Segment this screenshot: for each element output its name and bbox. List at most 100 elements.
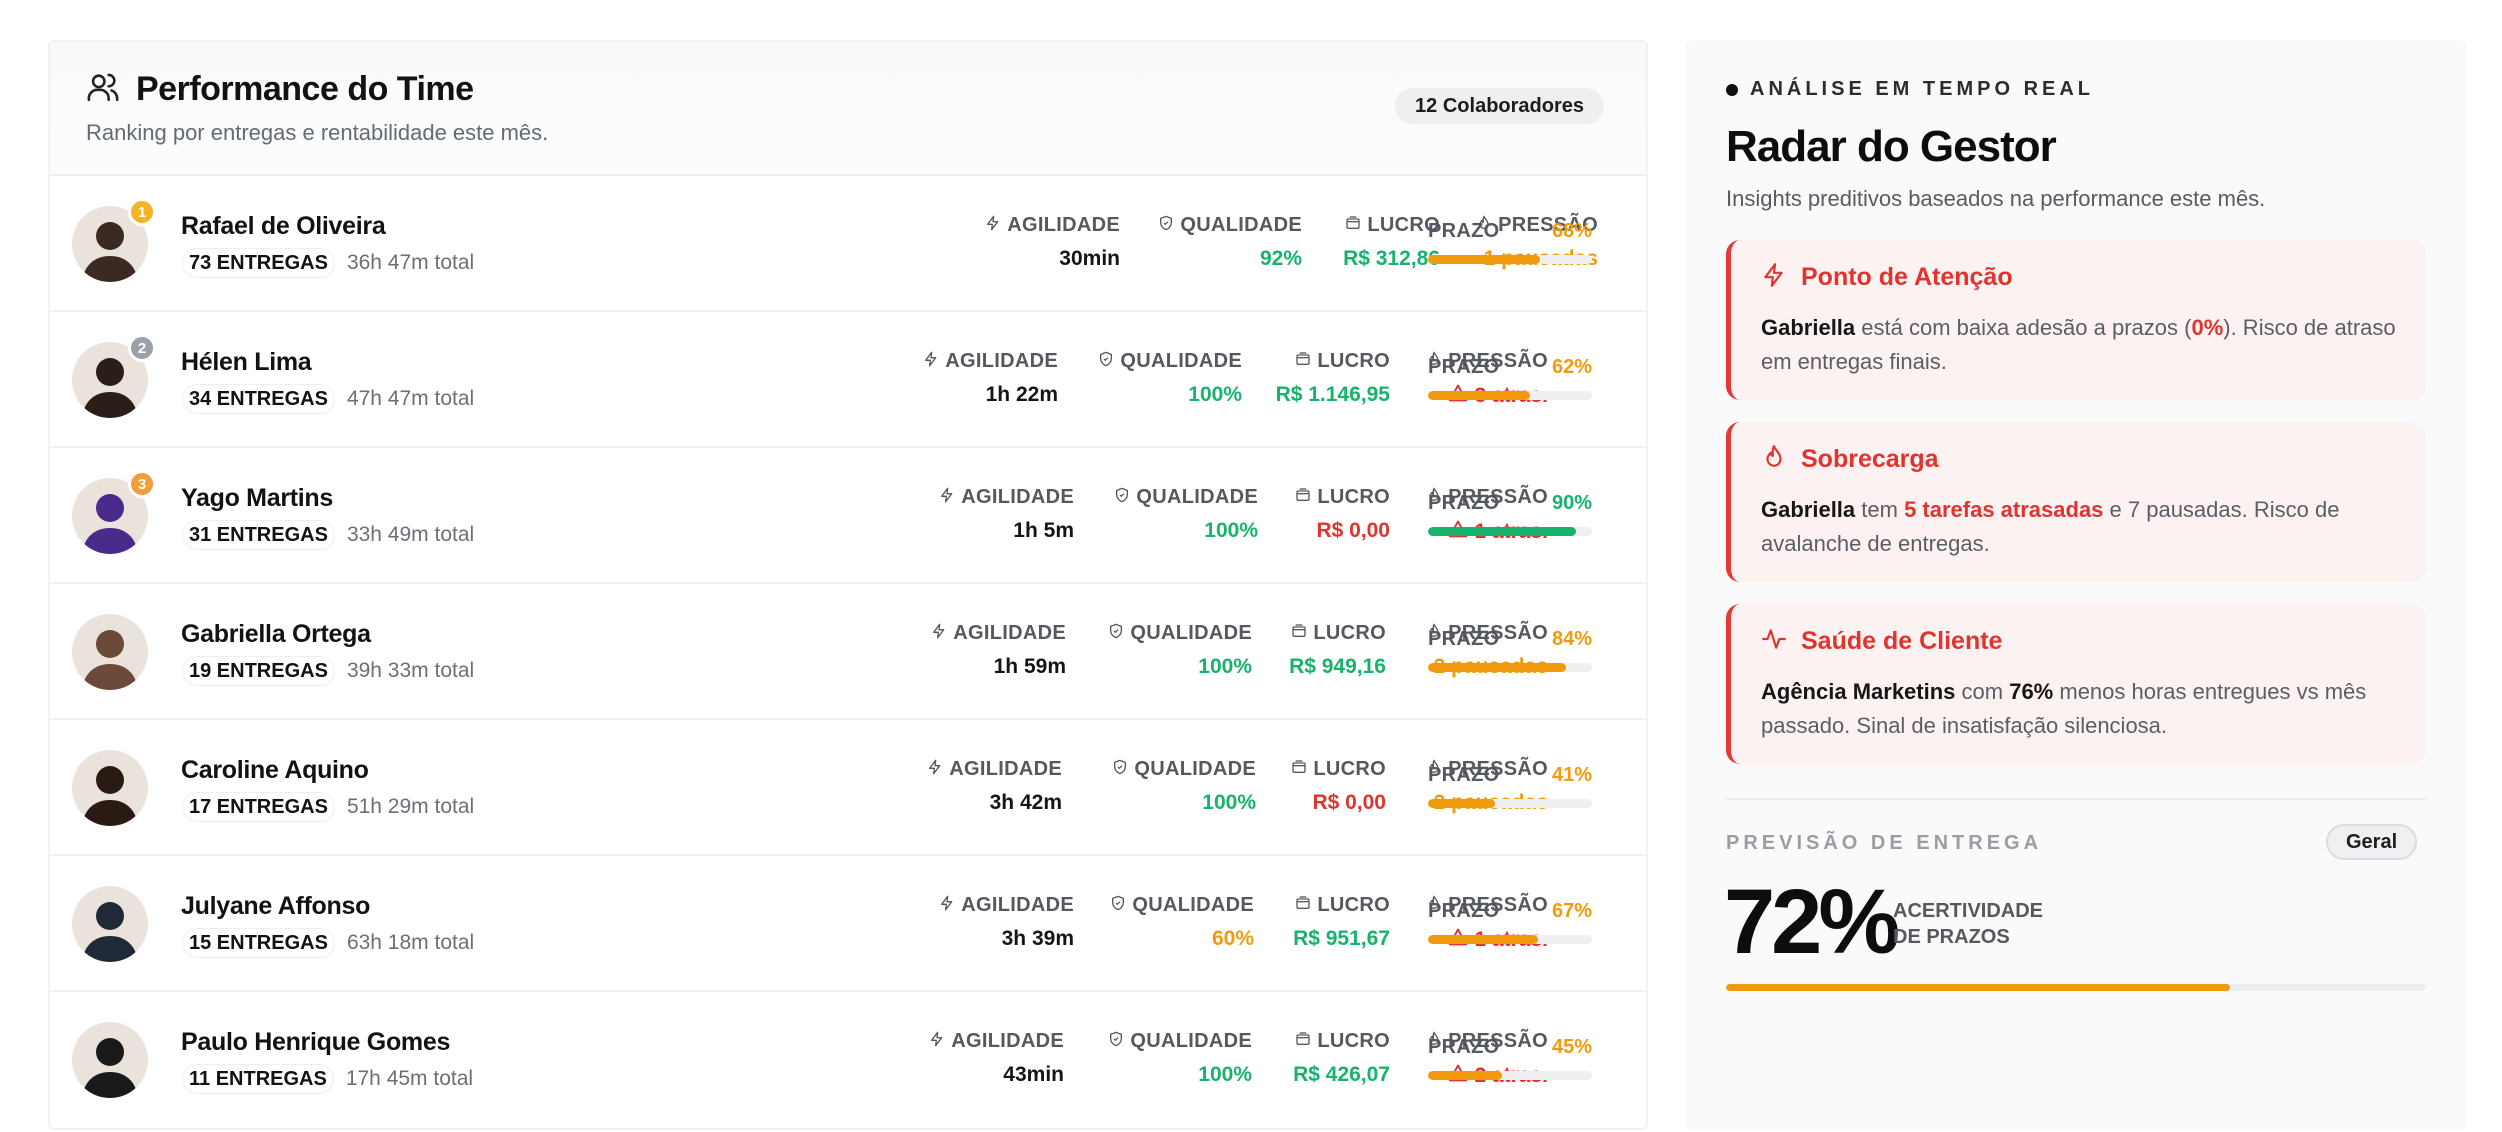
- metric-agility: AGILIDADE 30min: [985, 214, 1120, 271]
- deadline-label: PRAZO: [1428, 900, 1500, 922]
- deadline-metric: PRAZO 67%: [1428, 900, 1592, 944]
- metric-label-agility: AGILIDADE: [945, 350, 1058, 372]
- flame-icon: [1426, 1030, 1442, 1053]
- metric-agility: AGILIDADE 1h 22m: [923, 350, 1058, 407]
- deadline-progress-fill: [1428, 391, 1530, 400]
- forecast-divider: [1726, 798, 2426, 800]
- metric-label-agility: AGILIDADE: [953, 622, 1066, 644]
- wallet-icon: [1295, 350, 1311, 373]
- metric-label-profit: LUCRO: [1313, 758, 1386, 780]
- member-name[interactable]: Hélen Lima: [181, 348, 312, 376]
- radar-kicker: ANÁLISE EM TEMPO REAL: [1726, 78, 2094, 101]
- metric-label-quality: QUALIDADE: [1130, 1030, 1252, 1052]
- metric-agility: AGILIDADE 43min: [929, 1030, 1064, 1087]
- member-row[interactable]: 3 Yago Martins 31 ENTREGAS 33h 49m total…: [50, 448, 1646, 584]
- metric-label-quality: QUALIDADE: [1136, 486, 1258, 508]
- metric-label-agility: AGILIDADE: [1007, 214, 1120, 236]
- member-summary: 34 ENTREGAS 47h 47m total: [182, 384, 474, 414]
- member-summary: 19 ENTREGAS 39h 33m total: [182, 656, 474, 686]
- bolt-icon: [923, 350, 939, 373]
- metric-label-profit: LUCRO: [1317, 486, 1390, 508]
- deadline-percent: 41%: [1551, 764, 1592, 786]
- metric-label-quality: QUALIDADE: [1130, 622, 1252, 644]
- member-name[interactable]: Julyane Affonso: [181, 892, 371, 920]
- member-row[interactable]: 2 Hélen Lima 34 ENTREGAS 47h 47m total A…: [50, 312, 1646, 448]
- member-name[interactable]: Rafael de Oliveira: [181, 212, 386, 240]
- member-avatar: [72, 614, 148, 690]
- bolt-icon: [929, 1030, 945, 1053]
- quality-value: 60%: [1211, 927, 1254, 950]
- quality-value: 100%: [1204, 519, 1258, 542]
- deadline-metric: PRAZO 84%: [1428, 628, 1592, 672]
- live-dot-icon: [1726, 83, 1738, 96]
- deadline-metric: PRAZO 90%: [1428, 492, 1592, 536]
- insight-text: Gabriella tem 5 tarefas atrasadas e 7 pa…: [1761, 493, 2402, 561]
- shield-icon: [1158, 214, 1174, 237]
- agility-value: 1h 59m: [993, 655, 1066, 678]
- metric-profit: LUCRO R$ 426,07: [1293, 1030, 1390, 1087]
- deliveries-badge: 31 ENTREGAS: [182, 520, 335, 550]
- metric-label-pressure: PRESSÃO: [1448, 894, 1548, 916]
- metric-profit: LUCRO R$ 0,00: [1291, 758, 1386, 815]
- member-summary: 15 ENTREGAS 63h 18m total: [182, 928, 474, 958]
- member-summary: 31 ENTREGAS 33h 49m total: [182, 520, 474, 550]
- insight-text-bold: Agência Marketins: [1761, 679, 1956, 704]
- insight-text-highlight: 0%: [2191, 315, 2224, 340]
- deadline-progress-fill: [1428, 799, 1496, 808]
- insight-card[interactable]: Sobrecarga Gabriella tem 5 tarefas atras…: [1726, 422, 2426, 582]
- member-row[interactable]: Julyane Affonso 15 ENTREGAS 63h 18m tota…: [50, 856, 1646, 992]
- bolt-icon: [927, 758, 943, 781]
- total-time: 33h 49m total: [346, 523, 475, 546]
- member-avatar: [72, 886, 148, 962]
- insight-text-part: tem: [1855, 497, 1905, 522]
- deliveries-badge: 17 ENTREGAS: [182, 792, 335, 822]
- deadline-percent: 67%: [1551, 900, 1592, 922]
- collaborators-count-badge[interactable]: 12 Colaboradores: [1395, 88, 1604, 124]
- deadline-progress-bar: [1428, 1071, 1592, 1080]
- radar-kicker-text: ANÁLISE EM TEMPO REAL: [1750, 78, 2095, 100]
- flame-icon: [1426, 350, 1442, 373]
- profit-value: R$ 949,16: [1289, 655, 1386, 678]
- quality-value: 92%: [1259, 247, 1302, 270]
- member-name[interactable]: Gabriella Ortega: [181, 620, 371, 648]
- deliveries-badge: 11 ENTREGAS: [182, 1064, 334, 1094]
- member-row[interactable]: Caroline Aquino 17 ENTREGAS 51h 29m tota…: [50, 720, 1646, 856]
- metric-agility: AGILIDADE 3h 39m: [939, 894, 1074, 951]
- metric-label-quality: QUALIDADE: [1134, 758, 1256, 780]
- deadline-progress-bar: [1428, 391, 1592, 400]
- rank-badge: 1: [128, 198, 156, 226]
- flame-icon: [1476, 214, 1492, 237]
- insight-text-part: e 7 pausadas. Risco de avalanche de entr…: [1761, 497, 2340, 556]
- metric-label-profit: LUCRO: [1317, 350, 1390, 372]
- deadline-metric: PRAZO 62%: [1428, 356, 1592, 400]
- member-row[interactable]: Gabriella Ortega 19 ENTREGAS 39h 33m tot…: [50, 584, 1646, 720]
- deadline-percent: 45%: [1551, 1036, 1592, 1058]
- metric-profit: LUCRO R$ 1.146,95: [1276, 350, 1390, 407]
- deadline-progress-fill: [1428, 663, 1566, 672]
- bolt-icon: [939, 894, 955, 917]
- metric-label-profit: LUCRO: [1317, 894, 1390, 916]
- total-time: 39h 33m total: [346, 659, 475, 682]
- deadline-progress-fill: [1428, 527, 1576, 536]
- metric-profit: LUCRO R$ 312,86: [1343, 214, 1440, 271]
- member-avatar: [72, 342, 148, 418]
- member-name[interactable]: Yago Martins: [181, 484, 333, 512]
- metric-quality: QUALIDADE 100%: [1108, 622, 1252, 679]
- wallet-icon: [1345, 214, 1361, 237]
- metric-label-pressure: PRESSÃO: [1448, 350, 1548, 372]
- flame-icon: [1426, 622, 1442, 645]
- team-title-row: Performance do Time: [86, 70, 474, 109]
- member-row[interactable]: 1 Rafael de Oliveira 73 ENTREGAS 36h 47m…: [50, 176, 1646, 312]
- member-name[interactable]: Caroline Aquino: [181, 756, 369, 784]
- member-name[interactable]: Paulo Henrique Gomes: [181, 1028, 451, 1056]
- deadline-progress-bar: [1428, 527, 1592, 536]
- wallet-icon: [1291, 758, 1307, 781]
- forecast-scope-toggle[interactable]: Geral: [2326, 824, 2418, 860]
- insight-text: Gabriella está com baixa adesão a prazos…: [1761, 311, 2402, 379]
- insight-card[interactable]: Saúde de Cliente Agência Marketins com 7…: [1726, 604, 2426, 764]
- member-row[interactable]: Paulo Henrique Gomes 11 ENTREGAS 17h 45m…: [50, 992, 1646, 1128]
- total-time: 51h 29m total: [346, 795, 475, 818]
- insight-card[interactable]: Ponto de Atenção Gabriella está com baix…: [1726, 240, 2426, 400]
- flame-icon: [1761, 444, 1787, 475]
- insight-text-bold: Gabriella: [1761, 315, 1856, 340]
